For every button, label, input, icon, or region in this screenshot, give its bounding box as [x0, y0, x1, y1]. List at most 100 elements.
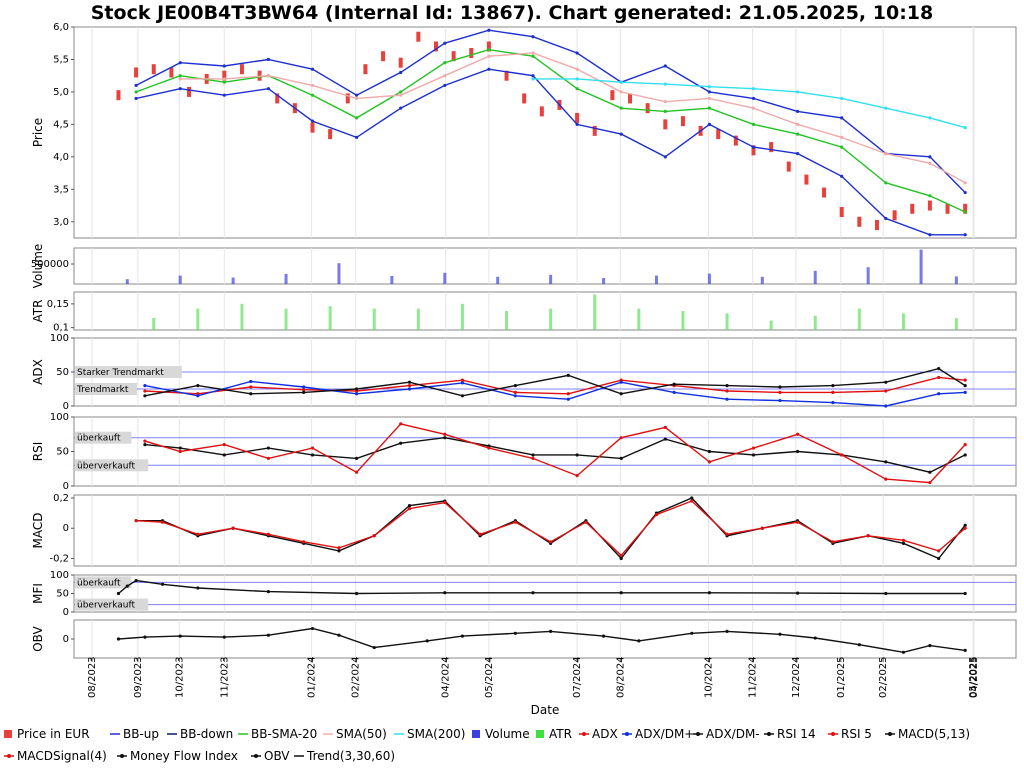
y-tick-label: 0 [63, 523, 69, 534]
legend-item: RSI 14 [764, 727, 816, 741]
data-point [963, 384, 967, 388]
price-candle [275, 93, 280, 104]
data-point [663, 425, 667, 429]
data-point [937, 556, 941, 561]
data-point [575, 474, 579, 478]
legend-label: ADX/DM- [706, 727, 760, 741]
data-point [619, 553, 623, 558]
data-point [963, 181, 967, 185]
data-point [751, 446, 756, 450]
data-point [143, 439, 147, 443]
x-tick-label: 08/2023 [87, 656, 98, 698]
data-point [178, 449, 182, 454]
reference-label-box [75, 598, 149, 611]
chart-panels: 3,03,54,04,55,05,56,0Price500000Volume0,… [31, 22, 1017, 659]
bar [443, 272, 447, 284]
bar [954, 318, 958, 330]
bar [857, 308, 861, 330]
data-point [796, 152, 800, 156]
data-point [937, 549, 941, 553]
y-tick-label: 4,5 [53, 119, 69, 130]
data-point [725, 532, 729, 536]
data-point [178, 634, 182, 638]
y-axis-label: OBV [31, 625, 45, 651]
bar [919, 249, 923, 284]
data-point [222, 453, 226, 457]
legend-marker [888, 732, 892, 736]
data-point [840, 145, 844, 149]
legend-marker [120, 754, 124, 758]
legend-label: Money Flow Index [130, 749, 238, 763]
data-point [355, 116, 359, 120]
data-point [690, 631, 694, 635]
data-point [513, 520, 517, 524]
data-point [249, 379, 253, 384]
legend-item: MACD(5,13) [885, 727, 970, 741]
price-candle [575, 112, 580, 123]
legend-item: OBV [251, 749, 290, 763]
bar [602, 278, 606, 284]
data-point [487, 54, 491, 58]
bar [725, 313, 729, 330]
data-point [266, 87, 270, 91]
data-point [928, 470, 932, 474]
legend-label: BB-SMA-20 [251, 727, 317, 741]
price-candle [592, 125, 597, 136]
data-point [116, 637, 121, 641]
data-point [928, 233, 932, 237]
data-point [928, 161, 932, 165]
data-point [222, 443, 226, 447]
data-point [884, 460, 888, 464]
x-tick-label: 07/2024 [572, 656, 583, 698]
y-axis-label: Volume [31, 244, 45, 289]
x-tick-label: 11/2023 [219, 656, 230, 698]
data-point [407, 503, 412, 508]
bar [681, 311, 685, 330]
data-point [407, 380, 412, 384]
data-point [690, 499, 694, 503]
y-tick-label: 100 [50, 333, 69, 344]
data-point [619, 392, 623, 396]
data-point [310, 453, 315, 457]
reference-label: überkauft [77, 578, 121, 588]
data-point [840, 174, 844, 178]
price-candle [169, 67, 174, 78]
price-candle [416, 31, 421, 42]
x-tick-label: 04/2024 [441, 656, 452, 698]
data-point [884, 404, 888, 408]
price-candle [645, 103, 650, 114]
bar [505, 311, 509, 330]
reference-label-box [75, 431, 132, 444]
data-point [355, 392, 359, 396]
series-volume [125, 249, 958, 284]
data-point [222, 93, 226, 97]
x-tick-label: 02/2024 [351, 656, 362, 698]
data-point [619, 106, 623, 110]
data-point [928, 194, 932, 198]
data-point [460, 381, 465, 385]
legend-marker [767, 732, 771, 736]
price-candle [927, 200, 932, 211]
panel-frame [73, 247, 1017, 285]
data-point [460, 378, 465, 382]
data-point [134, 90, 138, 94]
data-point [619, 132, 623, 136]
data-point [928, 116, 932, 120]
data-point [707, 122, 712, 126]
price-candle [486, 41, 491, 52]
data-point [796, 90, 800, 94]
data-point [963, 190, 967, 195]
data-point [566, 392, 570, 396]
panel-adx: 0 50 100 ADX Starker Trendmarkt Trendmarkt [31, 333, 1017, 412]
price-candle [433, 41, 438, 52]
data-point [355, 387, 359, 391]
data-point [407, 387, 412, 391]
data-point [796, 449, 800, 454]
data-point [310, 626, 315, 631]
x-tick-label: 11/2024 [748, 656, 759, 698]
price-candle [874, 220, 879, 231]
y-axis-label: ADX [31, 359, 45, 385]
data-point [399, 441, 403, 445]
data-point [443, 591, 447, 595]
